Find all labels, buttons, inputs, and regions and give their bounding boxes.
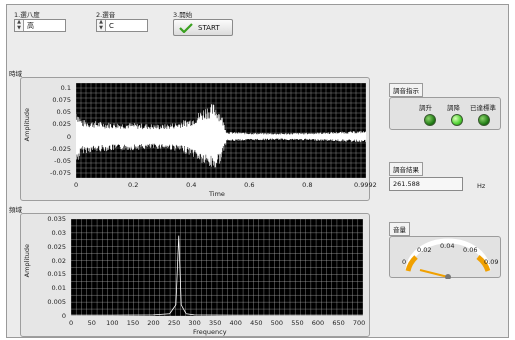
time-ytick-2: 0.05 (56, 108, 71, 117)
gauge-tick-009: 0.09 (484, 258, 499, 266)
time-xtick-3: 0.6 (244, 181, 255, 189)
freq-xtick-9: 450 (250, 319, 263, 327)
octave-ring[interactable]: ▲ ▼ 高 (14, 19, 66, 32)
freq-xtick-8: 400 (229, 319, 242, 327)
freq-ytick-7: 0 (61, 312, 66, 320)
freq-ytick-3: 0.02 (51, 256, 66, 265)
led-down (451, 114, 463, 126)
time-ytick-3: 0.025 (52, 120, 71, 129)
gauge-tick-0: 0 (402, 258, 407, 266)
freq-xlabel: Frequency (193, 328, 227, 336)
freq-xtick-14: 700 (352, 319, 366, 327)
note-ring[interactable]: ▲ ▼ C (96, 19, 148, 32)
gauge-tick-002: 0.02 (417, 246, 432, 254)
freq-xtick-6: 300 (188, 319, 201, 327)
note-value: C (109, 21, 114, 30)
freq-xtick-7: 350 (208, 319, 222, 327)
freq-ytick-4: 0.015 (47, 270, 66, 279)
led-label-up: 調升 (419, 104, 432, 112)
start-button-label: START (198, 23, 220, 32)
result-indicator: 261.588 (389, 177, 463, 191)
vi-front-panel: 1.選八度 ▲ ▼ 高 2.選音 ▲ ▼ C 3.開始 START 時域 Ampli… (6, 4, 509, 338)
result-unit: Hz (477, 182, 486, 190)
gauge-tick-006: 0.06 (463, 246, 478, 254)
time-xtick-0: 0 (74, 181, 79, 189)
note-spinner[interactable]: ▲ ▼ (97, 20, 106, 31)
freq-spectrum-series (71, 235, 363, 316)
time-waveform-series (76, 104, 366, 168)
time-graph-title: 時域 (9, 70, 22, 78)
freq-xtick-3: 150 (126, 319, 140, 327)
time-xtick-1: 0.2 (128, 181, 139, 189)
time-xtick-5: 0.9992 (354, 181, 377, 189)
time-xtick-2: 0.4 (186, 181, 197, 189)
time-plot-area[interactable] (76, 83, 366, 178)
time-ytick-7: -0.075 (50, 169, 71, 178)
freq-plot-area[interactable] (71, 219, 363, 316)
time-ylabel: Amplitude (23, 108, 31, 142)
freq-spectrum-svg (71, 219, 363, 316)
freq-graph-title: 頻域 (9, 206, 22, 214)
freq-ytick-5: 0.01 (51, 284, 66, 293)
start-button[interactable]: START (173, 19, 233, 36)
gauge-tick-004: 0.04 (440, 242, 455, 250)
tuning-title: 調音指示 (389, 83, 423, 97)
time-ytick-4: 0 (66, 132, 71, 141)
octave-spinner[interactable]: ▲ ▼ (15, 20, 24, 31)
led-label-ok: 已達標準 (470, 104, 496, 112)
freq-xtick-4: 200 (147, 319, 160, 327)
freq-xtick-13: 650 (332, 319, 345, 327)
time-graph: Amplitude Time 0.1 0.075 0.05 0.025 0 -0.025 -… (20, 77, 377, 201)
volume-title: 音量 (389, 222, 410, 236)
time-ytick-0: 0.1 (60, 83, 71, 92)
octave-label: 1.選八度 (14, 11, 40, 19)
freq-ytick-0: 0.035 (47, 215, 66, 223)
time-ytick-1: 0.075 (52, 96, 71, 105)
time-ytick-6: -0.05 (54, 156, 71, 165)
led-up (424, 114, 436, 126)
volume-gauge-panel: 0 0.02 0.04 0.06 0.09 (389, 236, 501, 279)
octave-value: 高 (27, 21, 34, 30)
freq-ytick-2: 0.025 (47, 242, 66, 251)
led-label-down: 調降 (447, 104, 460, 112)
volume-needle (419, 269, 449, 278)
time-xtick-4: 0.8 (302, 181, 313, 189)
result-value: 261.588 (393, 180, 420, 188)
freq-ytick-1: 0.03 (51, 228, 66, 237)
result-title: 調音結果 (389, 162, 423, 176)
freq-xtick-5: 250 (167, 319, 181, 327)
time-ytick-5: -0.025 (50, 144, 71, 153)
freq-graph: Amplitude Frequency 0.035 0.03 0.025 0.02 0.… (20, 213, 370, 337)
freq-xtick-0: 0 (69, 319, 74, 327)
led-ok (478, 114, 490, 126)
freq-ylabel: Amplitude (23, 244, 31, 278)
checkmark-icon (179, 22, 193, 33)
freq-xtick-2: 100 (106, 319, 119, 327)
time-xlabel: Time (209, 190, 225, 198)
volume-gauge (405, 238, 491, 279)
freq-xtick-10: 500 (270, 319, 284, 327)
time-waveform-svg (76, 83, 366, 178)
freq-xtick-11: 550 (291, 319, 304, 327)
freq-ytick-6: 0.005 (47, 298, 66, 307)
freq-xtick-1: 50 (87, 319, 96, 327)
freq-xtick-12: 600 (311, 319, 325, 327)
tuning-led-panel: 調升 調降 已達標準 (389, 97, 501, 130)
note-label: 2.選音 (96, 11, 116, 19)
start-label: 3.開始 (173, 11, 193, 19)
